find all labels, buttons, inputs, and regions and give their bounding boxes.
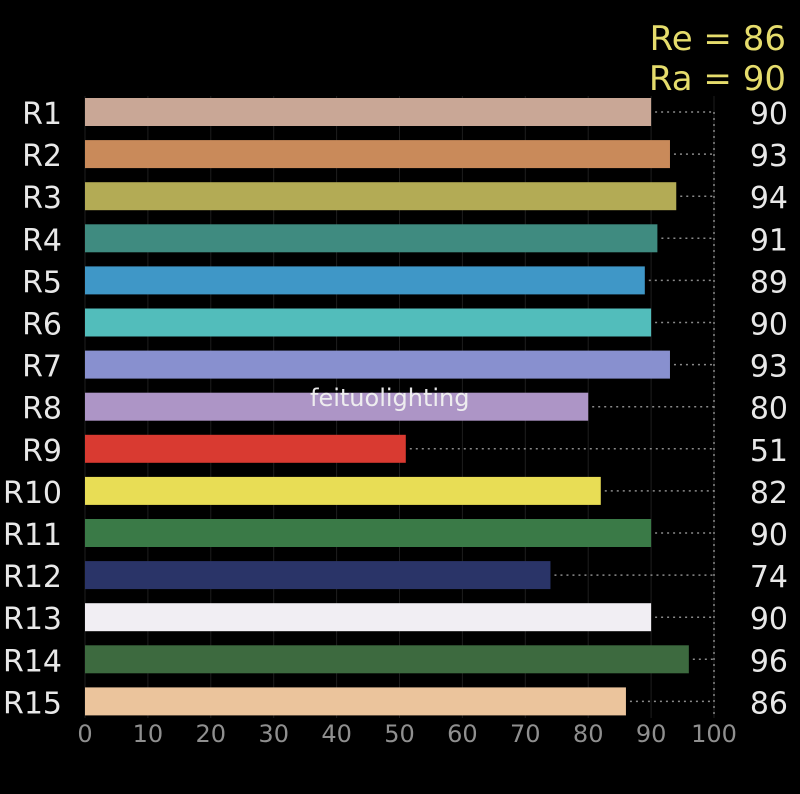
value-label: 80 (750, 392, 788, 427)
x-tick-label: 30 (258, 720, 289, 748)
category-label: R3 (22, 181, 62, 216)
category-label: R6 (22, 308, 62, 343)
x-tick-label: 60 (447, 720, 478, 748)
watermark-text: feituolighting (310, 384, 470, 412)
bar-r13 (85, 603, 652, 632)
bar-r9 (85, 434, 406, 463)
category-label: R9 (22, 434, 62, 469)
category-label: R4 (22, 223, 62, 258)
value-label: 89 (750, 265, 788, 300)
category-label: R11 (3, 518, 62, 553)
bar-r15 (85, 687, 626, 716)
value-label: 51 (750, 434, 788, 469)
value-label: 74 (750, 560, 788, 595)
category-label: R5 (22, 265, 62, 300)
category-label: R13 (3, 602, 62, 637)
x-tick-label: 0 (77, 720, 92, 748)
category-label: R1 (22, 97, 62, 132)
bar-r8 (85, 392, 589, 421)
x-tick-label: 90 (636, 720, 667, 748)
bar-r2 (85, 140, 670, 169)
category-label: R7 (22, 350, 62, 385)
ra-summary: Ra = 90 (648, 59, 786, 99)
bar-r3 (85, 182, 677, 211)
value-label: 82 (750, 476, 788, 511)
category-label: R8 (22, 392, 62, 427)
bar-r11 (85, 519, 652, 547)
value-label: 90 (750, 97, 788, 132)
bar-r7 (85, 350, 670, 379)
value-label: 90 (750, 518, 788, 553)
bar-r10 (85, 476, 601, 505)
value-label: 90 (750, 308, 788, 343)
category-label: R14 (3, 644, 62, 679)
value-label: 93 (750, 139, 788, 174)
bar-r5 (85, 266, 645, 295)
value-label: 90 (750, 602, 788, 637)
bar-r4 (85, 224, 658, 253)
x-tick-label: 20 (196, 720, 227, 748)
bar-r14 (85, 645, 689, 674)
bar-r6 (85, 308, 652, 337)
category-label: R10 (3, 476, 62, 511)
x-tick-label: 50 (384, 720, 415, 748)
value-label: 86 (750, 686, 788, 721)
value-label: 94 (750, 181, 788, 216)
x-tick-label: 80 (573, 720, 604, 748)
x-tick-label: 70 (510, 720, 541, 748)
value-label: 91 (750, 223, 788, 258)
bar-r1 (85, 98, 652, 126)
x-tick-label: 100 (691, 720, 737, 748)
category-label: R2 (22, 139, 62, 174)
value-label: 93 (750, 350, 788, 385)
x-tick-label: 10 (133, 720, 164, 748)
re-summary: Re = 86 (649, 19, 786, 59)
category-label: R15 (3, 686, 62, 721)
category-label: R12 (3, 560, 62, 595)
value-label: 96 (750, 644, 788, 679)
x-tick-label: 40 (321, 720, 352, 748)
bar-r12 (85, 561, 551, 590)
